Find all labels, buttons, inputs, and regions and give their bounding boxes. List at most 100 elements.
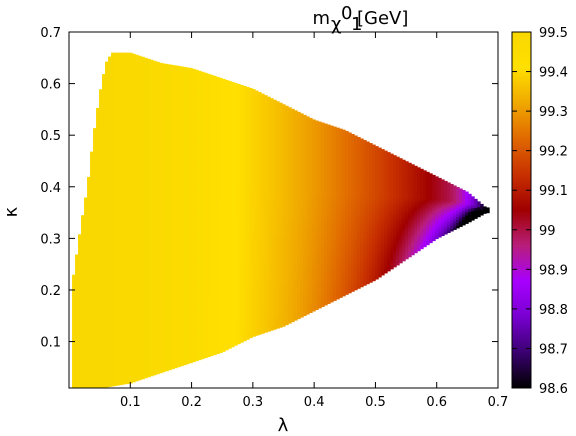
heatmap-cell (204, 207, 208, 212)
heatmap-cell (183, 171, 187, 176)
heatmap-cell (198, 211, 202, 216)
heatmap-cell (153, 333, 157, 338)
heatmap-cell (204, 210, 208, 215)
heatmap-cell (99, 290, 103, 294)
heatmap-cell (78, 282, 82, 286)
heatmap-cell (78, 270, 82, 274)
heatmap-cell (153, 294, 157, 299)
heatmap-cell (117, 250, 121, 255)
heatmap-cell (210, 290, 214, 295)
heatmap-cell (72, 337, 76, 342)
heatmap-cell (117, 268, 121, 273)
heatmap-cell (195, 300, 199, 305)
heatmap-cell (87, 347, 91, 352)
heatmap-cell (150, 302, 154, 307)
heatmap-cell (111, 172, 115, 177)
heatmap-cell (168, 157, 172, 162)
heatmap-cell (159, 260, 163, 265)
heatmap-cell (120, 364, 124, 369)
heatmap-cell (162, 225, 166, 229)
heatmap-cell (129, 337, 133, 342)
heatmap-cell (123, 103, 127, 108)
heatmap-cell (96, 212, 100, 217)
heatmap-cell (183, 114, 187, 119)
heatmap-cell (165, 177, 169, 182)
heatmap-cell (201, 248, 205, 253)
heatmap-cell (105, 145, 109, 150)
heatmap-cell (174, 236, 178, 241)
heatmap-cell (183, 261, 187, 266)
heatmap-cell (183, 129, 187, 134)
heatmap-cell (165, 93, 169, 98)
heatmap-cell (201, 326, 205, 331)
heatmap-cell (213, 195, 217, 200)
heatmap-cell (117, 352, 121, 357)
heatmap-cell (198, 253, 202, 258)
heatmap-cell (180, 333, 184, 338)
heatmap-cell (198, 313, 202, 318)
heatmap-cell (90, 166, 94, 171)
heatmap-cell (147, 94, 151, 99)
heatmap-cell (213, 210, 217, 215)
heatmap-cell (168, 160, 172, 165)
heatmap-cell (81, 380, 85, 384)
heatmap-cell (84, 203, 88, 208)
heatmap-cell (123, 334, 127, 339)
heatmap-cell (111, 127, 115, 132)
heatmap-cell (168, 142, 172, 147)
heatmap-cell (135, 186, 139, 191)
heatmap-cell (153, 186, 157, 191)
heatmap-cell (177, 317, 181, 322)
heatmap-cell (219, 317, 223, 322)
heatmap-cell (186, 355, 190, 360)
heatmap-cell (132, 77, 136, 82)
heatmap-cell (189, 187, 193, 192)
heatmap-cell (174, 290, 178, 295)
heatmap-cell (174, 365, 178, 369)
heatmap-cell (189, 307, 193, 312)
heatmap-cell (129, 100, 133, 105)
heatmap-cell (126, 220, 130, 225)
heatmap-cell (213, 108, 217, 113)
heatmap-cell (126, 373, 130, 378)
heatmap-cell (180, 246, 184, 251)
heatmap-cell (192, 335, 196, 340)
heatmap-cell (96, 281, 100, 286)
heatmap-cell (102, 368, 106, 372)
heatmap-cell (183, 216, 187, 221)
heatmap-cell (219, 284, 223, 289)
heatmap-cell (96, 275, 100, 280)
heatmap-cell (72, 319, 76, 324)
heatmap-cell (108, 329, 112, 334)
heatmap-cell (108, 167, 112, 172)
heatmap-cell (201, 131, 205, 136)
heatmap-cell (87, 374, 91, 379)
heatmap-cell (162, 258, 166, 262)
heatmap-cell (177, 362, 181, 367)
heatmap-cell (129, 70, 133, 75)
heatmap-cell (129, 85, 133, 90)
heatmap-cell (219, 152, 223, 157)
heatmap-cell (99, 302, 103, 306)
heatmap-cell (192, 359, 196, 363)
heatmap-cell (150, 158, 154, 163)
heatmap-cell (120, 271, 124, 276)
heatmap-cell (195, 165, 199, 170)
heatmap-cell (153, 351, 157, 356)
heatmap-cell (216, 112, 220, 117)
heatmap-cell (99, 305, 103, 309)
heatmap-cell (210, 206, 214, 211)
heatmap-cell (225, 325, 229, 330)
heatmap-cell (156, 286, 160, 291)
heatmap-cell (93, 302, 97, 306)
heatmap-cell (150, 170, 154, 175)
heatmap-cell (153, 285, 157, 290)
heatmap-cell (171, 295, 175, 300)
heatmap-cell (171, 187, 175, 192)
heatmap-cell (93, 374, 97, 378)
heatmap-cell (111, 313, 115, 318)
heatmap-cell (213, 114, 217, 119)
heatmap-cell (189, 208, 193, 213)
heatmap-cell (174, 317, 178, 322)
heatmap-cell (144, 336, 148, 341)
